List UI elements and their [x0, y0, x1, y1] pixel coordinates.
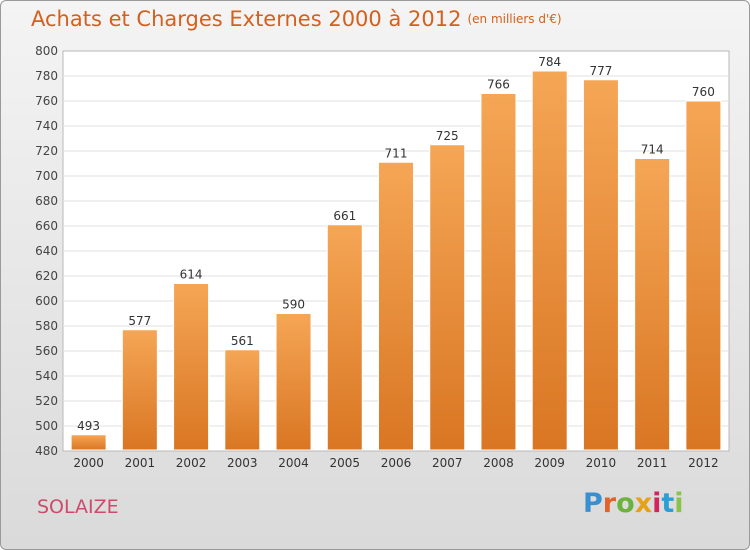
y-tick-label: 720	[35, 144, 58, 158]
bar-chart: 480 500 520 540 560 580 600 620 640 660 680 700 720 7…	[35, 44, 730, 470]
bar	[121, 329, 158, 451]
y-tick-label: 760	[35, 94, 58, 108]
bar	[634, 158, 671, 451]
x-tick-label: 2004	[278, 456, 309, 470]
y-tick-label: 640	[35, 244, 58, 258]
y-tick-label: 660	[35, 219, 58, 233]
logo-letter: o	[616, 488, 635, 519]
x-tick-label: 2012	[688, 456, 719, 470]
y-tick-label: 540	[35, 369, 58, 383]
chart-unit: (en milliers d'€)	[467, 12, 562, 26]
y-tick-label: 580	[35, 319, 58, 333]
x-tick-label: 2005	[329, 456, 360, 470]
bar-value-label: 714	[641, 143, 664, 157]
bar	[429, 144, 466, 451]
x-tick-label: 2007	[432, 456, 463, 470]
x-tick-label: 2003	[227, 456, 258, 470]
bar	[224, 349, 261, 451]
bar-value-label: 760	[692, 85, 715, 99]
logo-letter: t	[661, 488, 675, 519]
y-tick-label: 740	[35, 119, 58, 133]
x-tick-label: 2008	[483, 456, 514, 470]
logo-letter: x	[634, 488, 653, 519]
y-tick-label: 560	[35, 344, 58, 358]
bar	[531, 70, 568, 451]
x-tick-label: 2009	[534, 456, 565, 470]
y-tick-label: 700	[35, 169, 58, 183]
y-tick-label: 780	[35, 69, 58, 83]
bar	[480, 93, 517, 451]
bar-value-label: 725	[436, 129, 459, 143]
bar	[326, 224, 363, 451]
chart-title: Achats et Charges Externes 2000 à 2012 (e…	[31, 7, 562, 31]
y-tick-label: 620	[35, 269, 58, 283]
y-tick-label: 520	[35, 394, 58, 408]
x-tick-label: 2010	[586, 456, 617, 470]
bar-value-label: 493	[77, 419, 100, 433]
x-tick-label: 2001	[125, 456, 156, 470]
bar-value-label: 711	[385, 146, 408, 160]
y-tick-label: 680	[35, 194, 58, 208]
proxiti-logo: Proxiti	[583, 488, 684, 519]
x-tick-label: 2000	[73, 456, 104, 470]
x-tick-label: 2006	[381, 456, 412, 470]
bar	[173, 283, 210, 451]
logo-letter: i	[652, 488, 662, 519]
bar-value-label: 766	[487, 78, 510, 92]
y-tick-label: 800	[35, 44, 58, 58]
bar	[685, 100, 722, 451]
logo-letter: r	[602, 488, 617, 519]
bar	[378, 161, 414, 451]
bar-value-label: 784	[538, 55, 561, 69]
chart-title-text: Achats et Charges Externes 2000 à 2012	[31, 7, 462, 31]
commune-name: SOLAIZE	[37, 496, 119, 518]
x-tick-label: 2011	[637, 456, 668, 470]
logo-letter: i	[674, 488, 684, 519]
bar-value-label: 590	[282, 298, 305, 312]
y-tick-label: 500	[35, 419, 58, 433]
y-tick-label: 600	[35, 294, 58, 308]
y-tick-label: 480	[35, 444, 58, 458]
bar-value-label: 561	[231, 334, 254, 348]
bar-value-label: 777	[589, 64, 612, 78]
bar-value-label: 577	[128, 314, 151, 328]
x-tick-label: 2002	[176, 456, 207, 470]
bar	[582, 79, 619, 451]
bar-value-label: 614	[180, 268, 203, 282]
logo-letter: P	[583, 488, 603, 519]
bar	[275, 313, 312, 451]
bar-value-label: 661	[333, 209, 356, 223]
bar	[70, 434, 107, 451]
